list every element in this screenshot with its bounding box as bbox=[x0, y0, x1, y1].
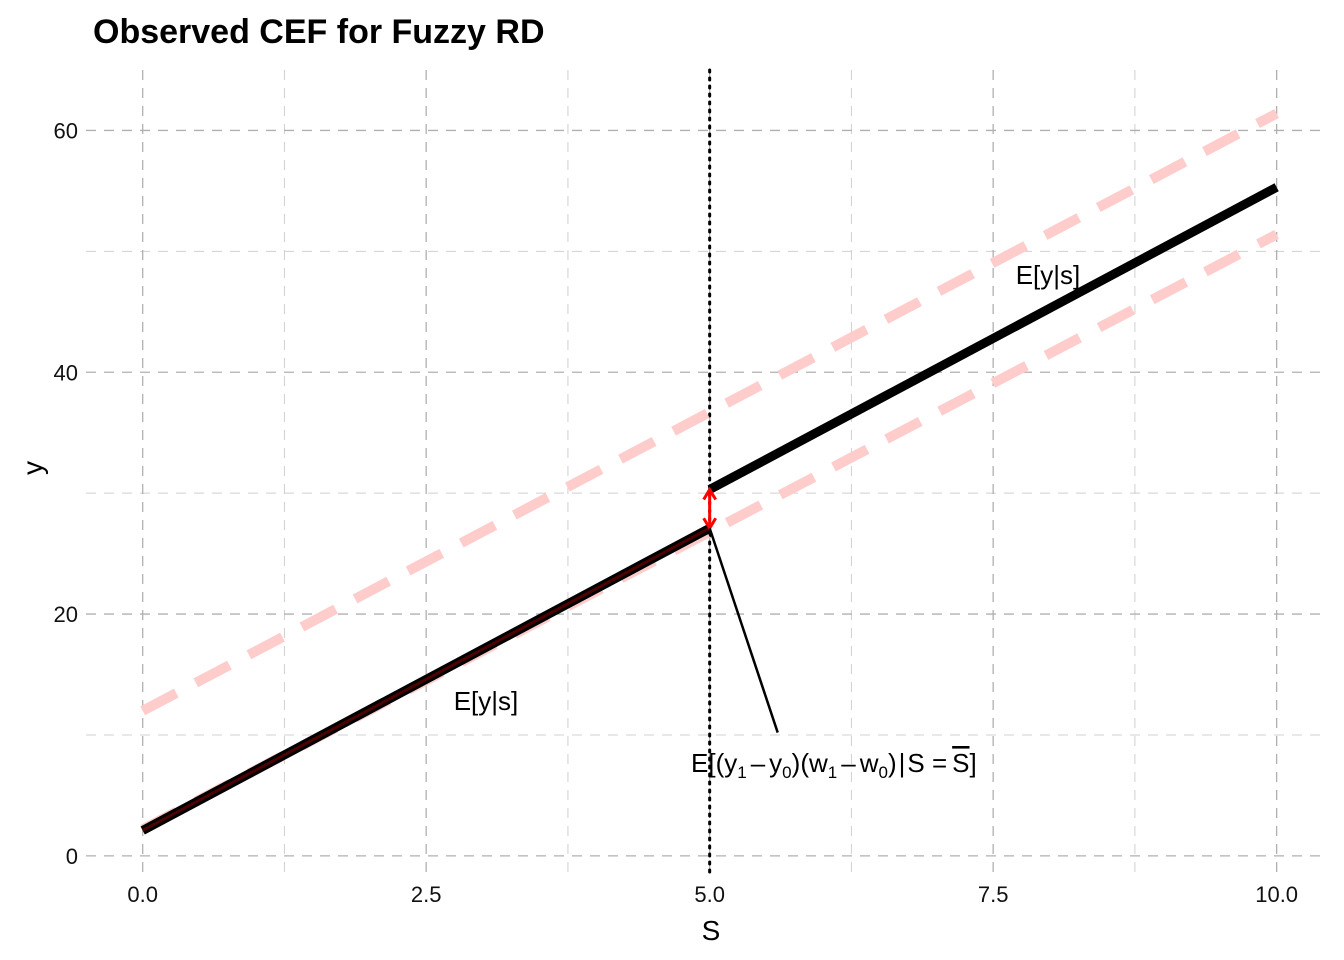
y-tick-labels: 0 20 40 60 bbox=[54, 118, 78, 868]
chart-title: Observed CEF for Fuzzy RD bbox=[93, 13, 545, 51]
jump-head-top bbox=[702, 486, 717, 501]
formula-e: E bbox=[691, 748, 708, 778]
formula-y0: y bbox=[769, 748, 782, 778]
formula-close-paren: ) bbox=[792, 748, 801, 778]
series-group bbox=[140, 109, 1279, 835]
formula-leader-line bbox=[708, 527, 779, 733]
annotation-upper: E[y|s] bbox=[1016, 260, 1081, 290]
x-tick-label: 5.0 bbox=[694, 882, 725, 907]
x-tick-label: 10.0 bbox=[1255, 882, 1298, 907]
formula-y1: y bbox=[724, 748, 737, 778]
formula-leader bbox=[708, 527, 779, 733]
x-tick-label: 0.0 bbox=[127, 882, 158, 907]
x-axis-title: S bbox=[702, 915, 721, 946]
x-tick-label: 7.5 bbox=[978, 882, 1009, 907]
cef-line-segment bbox=[707, 183, 1279, 494]
y-tick-label: 40 bbox=[54, 360, 78, 385]
formula-minus-1: – bbox=[751, 748, 766, 778]
formula-close: ] bbox=[969, 748, 976, 778]
formula-sub-0a: 0 bbox=[782, 763, 791, 782]
y-tick-label: 20 bbox=[54, 602, 78, 627]
y-axis-title: y bbox=[17, 461, 48, 475]
dashed-bound-line bbox=[140, 109, 1279, 716]
formula-sub-1a: 1 bbox=[737, 763, 746, 782]
y-tick-label: 0 bbox=[66, 844, 78, 869]
formula-sub-1b: 1 bbox=[828, 763, 837, 782]
formula-annotation: E[(y1– y0)(w1– w0)|S = S] bbox=[691, 748, 977, 782]
formula-open-paren: ( bbox=[800, 748, 809, 778]
formula-close-paren-2: ) bbox=[888, 748, 897, 778]
formula-s-eq: S = bbox=[907, 748, 947, 778]
annotation-lower: E[y|s] bbox=[454, 686, 519, 716]
x-tick-labels: 0.0 2.5 5.0 7.5 10.0 bbox=[127, 882, 1298, 907]
formula-s-bar: S bbox=[952, 748, 969, 778]
formula-w0: w bbox=[859, 748, 879, 778]
formula-w1: w bbox=[808, 748, 828, 778]
formula-open: [( bbox=[708, 748, 724, 778]
formula-minus-2: – bbox=[841, 748, 856, 778]
formula-bar: | bbox=[899, 748, 906, 778]
y-tick-label: 60 bbox=[54, 118, 78, 143]
jump-arrow bbox=[702, 486, 717, 532]
grid bbox=[86, 70, 1322, 874]
formula-sub-0b: 0 bbox=[878, 763, 887, 782]
x-tick-label: 2.5 bbox=[411, 882, 442, 907]
cef-line-segment bbox=[141, 526, 711, 832]
